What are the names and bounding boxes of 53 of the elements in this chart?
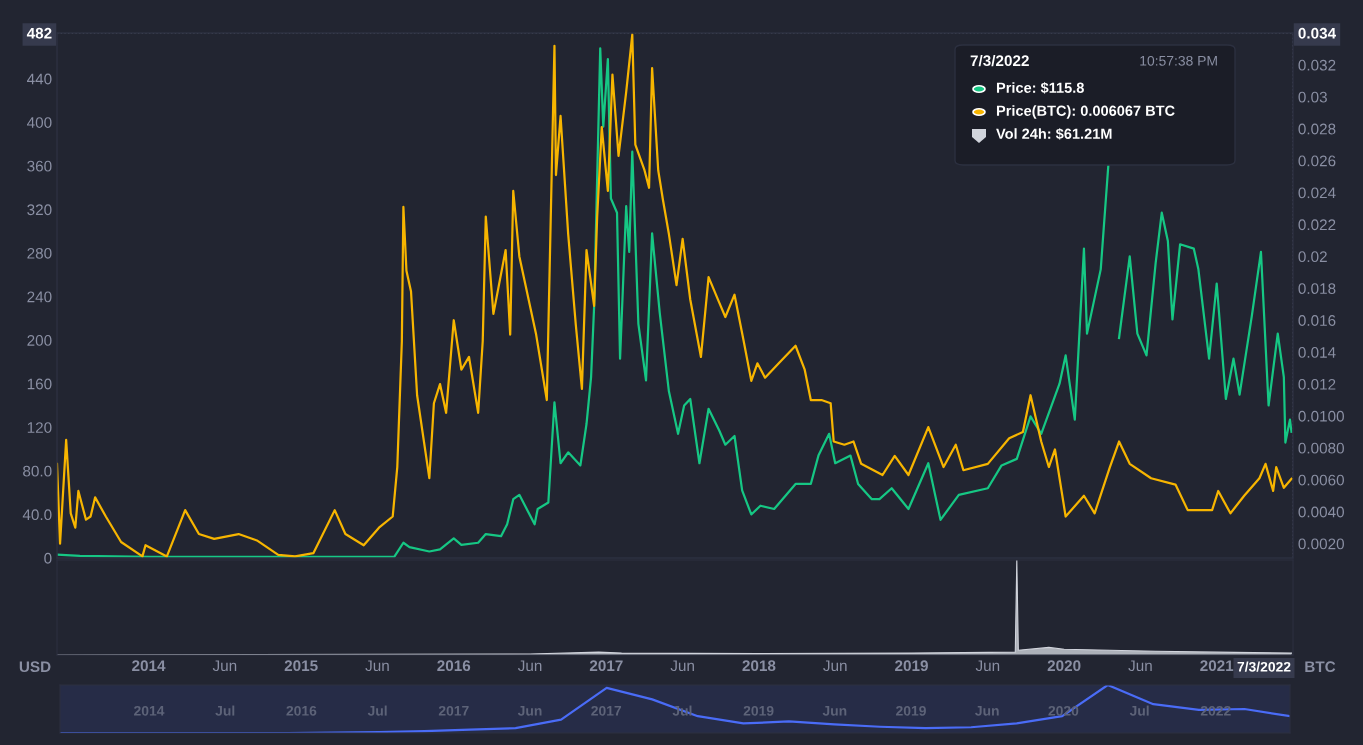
y-tick-label: 120 bbox=[27, 422, 52, 433]
y2-tick-label: 0.0080 bbox=[1298, 442, 1344, 454]
y-tick-label: 160 bbox=[27, 378, 52, 390]
text: BTC bbox=[1305, 661, 1336, 673]
annotation: Price: $115.8 bbox=[996, 81, 1084, 94]
text: USD bbox=[19, 661, 51, 673]
x-tick-label: Jun bbox=[975, 660, 1000, 672]
x-tick-label: Jun bbox=[517, 660, 542, 672]
x-tick-label: Jun bbox=[823, 660, 847, 672]
y2-tick-label: 0.034 bbox=[1298, 27, 1337, 39]
y2-tick-label: 0.02 bbox=[1298, 251, 1327, 263]
y-tick-label: 360 bbox=[27, 160, 52, 172]
y2-tick-label: 0.032 bbox=[1298, 59, 1336, 71]
annotation: Price(BTC): 0.006067 BTC bbox=[996, 105, 1175, 119]
x-tick-label: 2016 bbox=[437, 660, 471, 672]
y2-tick-label: 0.028 bbox=[1298, 123, 1336, 135]
y2-tick-label: 0.014 bbox=[1298, 347, 1336, 358]
x-tick-label: Jun bbox=[1128, 660, 1152, 672]
x-tick-label: 2015 bbox=[284, 660, 318, 672]
x-tick-label: 2018 bbox=[742, 660, 776, 672]
y-tick-label: 400 bbox=[27, 117, 52, 128]
y-tick-label: 200 bbox=[27, 335, 52, 346]
x-tick-label: 2020 bbox=[1047, 660, 1081, 672]
y2-tick-label: 0.0020 bbox=[1298, 538, 1344, 550]
annotation: 7/3/2022 bbox=[970, 54, 1029, 67]
y-tick-label: 240 bbox=[27, 291, 52, 303]
y-tick-label: 320 bbox=[27, 204, 52, 216]
y2-tick-label: 0.0060 bbox=[1298, 474, 1344, 486]
y-tick-label: 40.0 bbox=[22, 509, 52, 521]
x-tick-label: Jun bbox=[212, 660, 237, 672]
y2-tick-label: 0.0100 bbox=[1298, 410, 1344, 422]
y2-tick-label: 0.018 bbox=[1298, 283, 1336, 295]
y-tick-label: 280 bbox=[27, 247, 52, 259]
annotation: 10:57:38 PM bbox=[1140, 55, 1217, 66]
y2-tick-label: 0.012 bbox=[1298, 378, 1336, 390]
y2-tick-label: 0.024 bbox=[1298, 187, 1336, 199]
y-tick-label: 80.0 bbox=[23, 465, 52, 477]
x-tick-label: 2014 bbox=[132, 660, 166, 672]
text: 7/3/2022 bbox=[1237, 661, 1291, 672]
y2-tick-label: 0.03 bbox=[1298, 91, 1327, 103]
y-tick-label: 482 bbox=[26, 27, 52, 39]
y-tick-label: 0 bbox=[44, 552, 52, 564]
x-tick-label: 2017 bbox=[589, 660, 623, 672]
y2-tick-label: 0.026 bbox=[1298, 155, 1336, 167]
x-tick-label: 2019 bbox=[895, 660, 928, 672]
x-tick-label: Jun bbox=[365, 660, 389, 672]
y2-tick-label: 0.016 bbox=[1298, 315, 1336, 326]
annotation: Vol 24h: $61.21M bbox=[996, 127, 1112, 140]
x-tick-label: Jun bbox=[670, 660, 694, 672]
x-tick-label: 2021 bbox=[1200, 660, 1234, 672]
y2-tick-label: 0.0040 bbox=[1298, 506, 1344, 518]
y-tick-label: 440 bbox=[27, 73, 52, 85]
y2-tick-label: 0.022 bbox=[1298, 219, 1336, 231]
